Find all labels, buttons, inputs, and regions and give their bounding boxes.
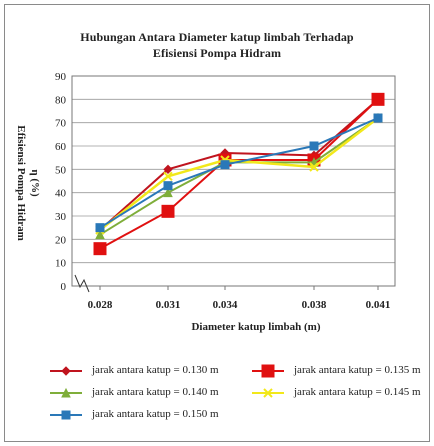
x-axis-label: Diameter katup limbah (m) [191, 321, 320, 333]
series-lines [93, 92, 385, 256]
grid-lines [72, 75, 395, 287]
x-tick-label: 0.038 [302, 299, 327, 311]
legend-label: jarak antara katup = 0.135 m [294, 364, 421, 376]
series-5 [95, 113, 383, 233]
data-point [93, 242, 107, 256]
y-tick-label: 50 [55, 164, 67, 176]
data-point [309, 141, 319, 151]
x-tick-label: 0.041 [366, 299, 391, 311]
series-line [99, 117, 379, 229]
x-tick-label: 0.031 [156, 299, 181, 311]
y-tick-label: 10 [55, 258, 67, 270]
data-point [95, 223, 105, 233]
legend-swatch [50, 410, 82, 420]
data-point [261, 364, 275, 378]
legend-label: jarak antara katup = 0.130 m [92, 364, 219, 376]
data-point [163, 181, 173, 191]
chart-frame [4, 4, 430, 442]
data-point [61, 410, 71, 420]
y-tick-label: 30 [55, 211, 67, 223]
axes [71, 75, 396, 290]
data-point [373, 113, 383, 123]
legend-swatch [50, 387, 82, 398]
series-2 [93, 92, 385, 256]
series-line [99, 98, 379, 250]
series-line [99, 98, 379, 231]
y-axis-label-line2: η (%) [29, 169, 41, 197]
y-tick-label: 40 [55, 188, 67, 200]
data-point [263, 388, 273, 398]
legend-label: jarak antara katup = 0.140 m [92, 386, 219, 398]
data-point [309, 162, 319, 172]
y-tick-label: 60 [55, 141, 67, 153]
chart-subtitle: Efisiensi Pompa Hidram [152, 46, 282, 60]
plot-area-border [71, 75, 396, 287]
legend-swatch [50, 366, 82, 376]
x-tick-label: 0.028 [88, 299, 113, 311]
tick-labels: 0 10 20 30 40 50 60 70 80 90 0.028 0.031 0.034 0.038 0… [55, 71, 390, 311]
data-point [163, 187, 173, 198]
y-axis-label-line1: Efisiensi Pompa Hidram [15, 125, 27, 241]
axis-break-mark [74, 274, 90, 293]
data-point [220, 160, 230, 170]
data-point [163, 164, 173, 175]
legend-label: jarak antara katup = 0.145 m [294, 386, 421, 398]
y-tick-label: 90 [55, 71, 67, 83]
legend-swatch [252, 364, 284, 378]
data-point [61, 366, 71, 376]
y-tick-label: 20 [55, 234, 67, 246]
series-1 [95, 94, 383, 235]
data-point [61, 387, 71, 398]
y-tick-label: 70 [55, 118, 67, 130]
x-tick-label: 0.034 [213, 299, 238, 311]
y-tick-label: 0 [61, 281, 67, 293]
legend-swatch [252, 388, 284, 398]
data-point [371, 92, 385, 106]
chart-title: Hubungan Antara Diameter katup limbah Te… [80, 30, 354, 44]
data-point [161, 204, 175, 218]
legend-label: jarak antara katup = 0.150 m [92, 408, 219, 420]
data-point [95, 229, 105, 240]
data-point [163, 171, 173, 182]
y-tick-label: 80 [55, 94, 67, 106]
